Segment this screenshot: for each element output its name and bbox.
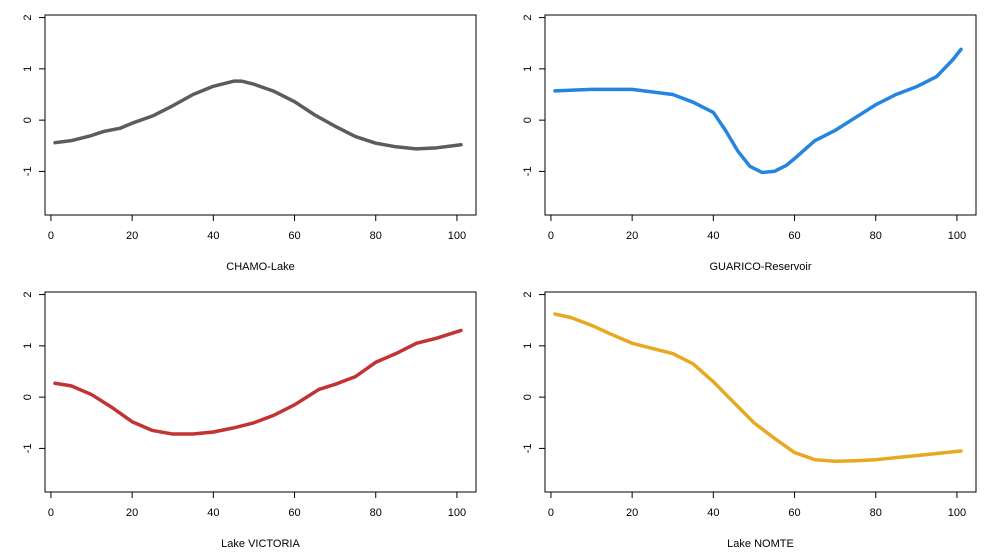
y-tick-label: -1 (22, 167, 34, 177)
x-tick-label: 0 (48, 230, 54, 242)
x-tick-label: 60 (788, 507, 800, 519)
y-tick-label: 2 (522, 15, 534, 21)
x-axis-label: GUARICO-Reservoir (709, 261, 811, 273)
chart-panel-4: 0 20 40 60 80 100 -1 0 1 2 Lake NOMTE (522, 291, 977, 550)
x-tick-label: 20 (626, 230, 638, 242)
y-tick-label: 1 (22, 66, 34, 72)
y-tick-label: 0 (22, 394, 34, 400)
series-line (53, 79, 463, 151)
y-tick-label: -1 (22, 444, 34, 454)
y-tick-label: -1 (522, 444, 534, 454)
y-tick-label: 0 (522, 394, 534, 400)
y-tick-label: 2 (522, 292, 534, 298)
x-tick-label: 20 (126, 507, 138, 519)
y-tick-label: 0 (522, 117, 534, 123)
x-axis-label: Lake NOMTE (727, 538, 794, 550)
x-axis-label: Lake VICTORIA (221, 538, 300, 550)
x-tick-label: 100 (448, 507, 466, 519)
y-tick-label: 2 (22, 15, 34, 21)
x-tick-label: 80 (870, 507, 882, 519)
x-tick-label: 80 (870, 230, 882, 242)
x-tick-label: 80 (370, 230, 382, 242)
plot-frame (544, 14, 977, 216)
x-tick-label: 0 (548, 507, 554, 519)
x-tick-label: 60 (288, 507, 300, 519)
x-tick-label: 40 (207, 230, 219, 242)
plot-frame (44, 291, 477, 493)
x-tick-label: 80 (370, 507, 382, 519)
series-line (553, 47, 963, 175)
plot-frame (44, 14, 477, 216)
chart-panel-2: 0 20 40 60 80 100 -1 0 1 2 GUARICO-Reservoir (522, 14, 977, 273)
y-tick-label: 1 (522, 66, 534, 72)
x-tick-label: 20 (626, 507, 638, 519)
x-tick-label: 100 (448, 230, 466, 242)
x-tick-label: 0 (48, 507, 54, 519)
y-tick-label: -1 (522, 167, 534, 177)
x-tick-label: 20 (126, 230, 138, 242)
y-tick-label: 1 (22, 343, 34, 349)
y-tick-label: 2 (22, 292, 34, 298)
x-tick-label: 60 (788, 230, 800, 242)
x-axis-label: CHAMO-Lake (226, 261, 294, 273)
x-tick-label: 100 (948, 230, 966, 242)
plot-frame (544, 291, 977, 493)
chart-panel-3: 0 20 40 60 80 100 -1 0 1 2 Lake VICTORIA (22, 291, 477, 550)
series-line (53, 328, 463, 436)
x-tick-label: 40 (207, 507, 219, 519)
series-line (553, 312, 963, 463)
x-tick-label: 0 (548, 230, 554, 242)
x-tick-label: 100 (948, 507, 966, 519)
x-tick-label: 60 (288, 230, 300, 242)
chart-panel-1: 0 20 40 60 80 100 -1 0 1 2 CHAMO-Lake (22, 14, 477, 273)
x-tick-label: 40 (707, 507, 719, 519)
x-tick-label: 40 (707, 230, 719, 242)
y-tick-label: 0 (22, 117, 34, 123)
y-tick-label: 1 (522, 343, 534, 349)
